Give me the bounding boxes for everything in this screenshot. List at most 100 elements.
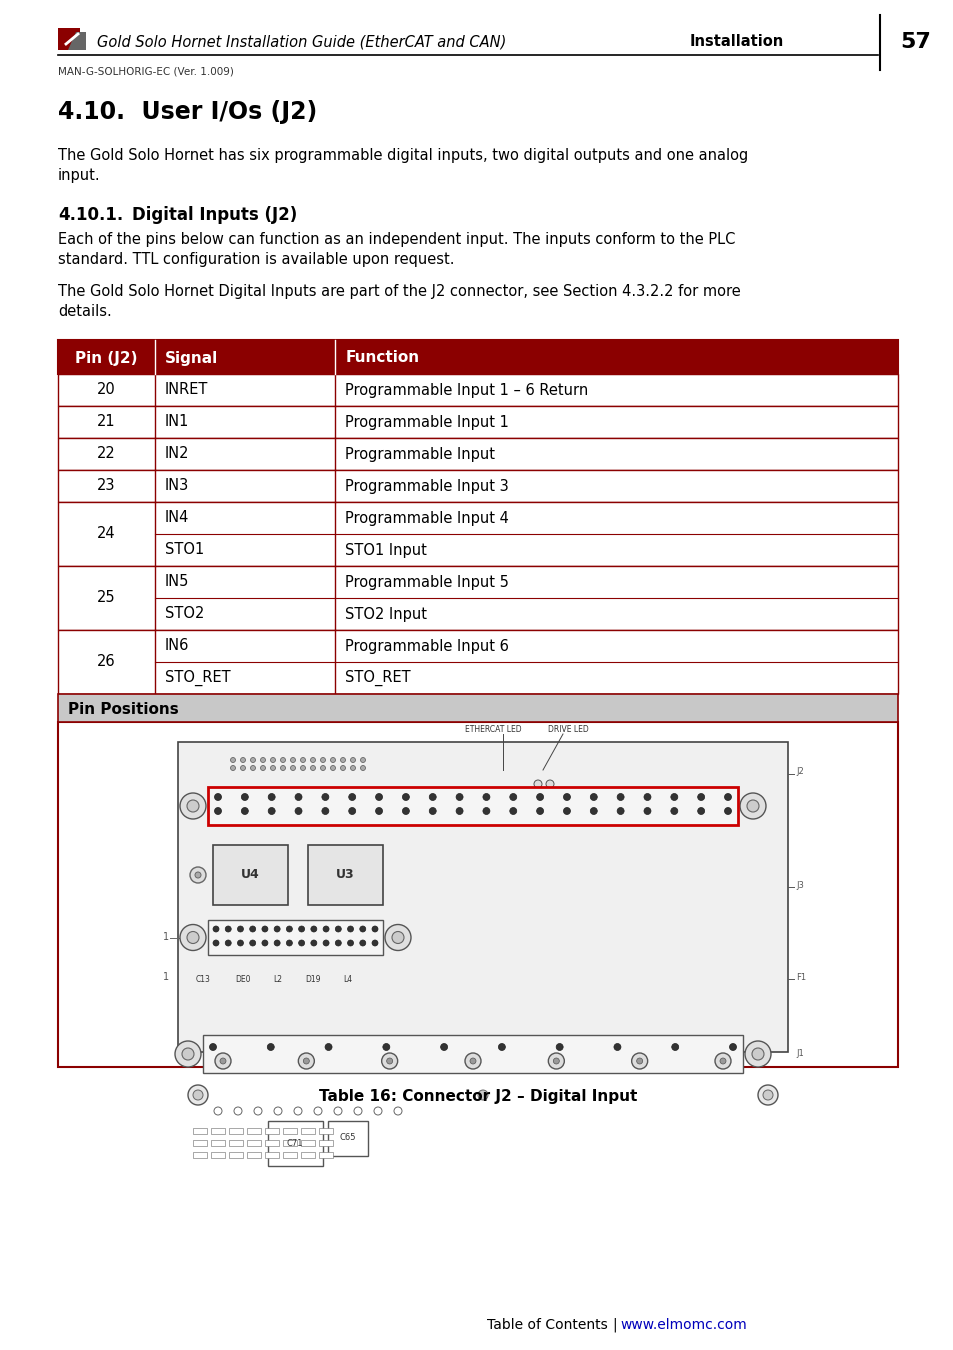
- Circle shape: [402, 794, 409, 801]
- Circle shape: [213, 1107, 222, 1115]
- Circle shape: [381, 1053, 397, 1069]
- Bar: [58, 722, 897, 1066]
- Bar: [297, 1021, 308, 1027]
- Bar: [382, 898, 388, 900]
- Circle shape: [334, 1107, 341, 1115]
- Bar: [283, 1021, 293, 1027]
- Circle shape: [214, 794, 221, 801]
- Circle shape: [697, 794, 704, 801]
- Bar: [253, 1008, 263, 1015]
- Circle shape: [670, 794, 677, 801]
- Bar: [382, 852, 388, 855]
- Text: input.: input.: [58, 167, 100, 184]
- Circle shape: [350, 765, 355, 771]
- Circle shape: [280, 757, 285, 763]
- Text: 23: 23: [97, 478, 115, 494]
- Circle shape: [723, 794, 731, 801]
- Bar: [328, 1008, 337, 1015]
- Circle shape: [545, 780, 554, 788]
- Bar: [211, 1152, 225, 1158]
- Bar: [301, 1129, 314, 1134]
- Circle shape: [590, 794, 597, 801]
- Circle shape: [335, 940, 341, 946]
- Bar: [268, 1120, 323, 1166]
- Circle shape: [746, 801, 759, 811]
- Bar: [247, 1129, 261, 1134]
- Bar: [288, 865, 293, 868]
- Circle shape: [563, 794, 570, 801]
- Bar: [769, 902, 781, 907]
- Circle shape: [372, 926, 377, 931]
- Bar: [769, 934, 781, 940]
- Bar: [769, 863, 781, 867]
- Circle shape: [267, 1044, 274, 1050]
- Circle shape: [670, 807, 677, 814]
- Text: 1: 1: [163, 972, 169, 981]
- Bar: [303, 859, 308, 861]
- Bar: [303, 898, 308, 900]
- Text: Programmable Input 3: Programmable Input 3: [345, 478, 508, 494]
- Bar: [382, 865, 388, 868]
- Circle shape: [372, 940, 377, 946]
- Bar: [769, 910, 781, 915]
- Bar: [303, 878, 308, 882]
- Circle shape: [241, 794, 248, 801]
- Text: Programmable Input: Programmable Input: [345, 447, 495, 462]
- Bar: [208, 891, 213, 894]
- Bar: [769, 886, 781, 891]
- Bar: [58, 406, 897, 437]
- Circle shape: [729, 1044, 736, 1050]
- Circle shape: [310, 765, 315, 771]
- Text: Installation: Installation: [689, 35, 783, 50]
- Bar: [297, 1008, 308, 1015]
- Text: 1: 1: [163, 933, 169, 942]
- Bar: [265, 1152, 278, 1158]
- Bar: [283, 998, 293, 1003]
- Circle shape: [193, 1089, 203, 1100]
- Bar: [208, 1008, 218, 1015]
- Bar: [318, 1129, 333, 1134]
- Bar: [313, 1021, 323, 1027]
- Circle shape: [354, 1107, 361, 1115]
- Text: IN1: IN1: [165, 414, 189, 429]
- Circle shape: [311, 940, 316, 946]
- Bar: [229, 1129, 243, 1134]
- Bar: [268, 998, 277, 1003]
- Circle shape: [321, 794, 329, 801]
- Circle shape: [314, 1107, 322, 1115]
- Bar: [769, 855, 781, 859]
- Text: Programmable Input 6: Programmable Input 6: [345, 639, 509, 653]
- Text: Table of Contents: Table of Contents: [487, 1318, 607, 1332]
- Bar: [58, 630, 897, 694]
- Bar: [58, 437, 897, 470]
- Bar: [283, 1152, 296, 1158]
- Text: STO1 Input: STO1 Input: [345, 543, 427, 558]
- Text: Pin (J2): Pin (J2): [75, 351, 137, 366]
- Circle shape: [262, 926, 268, 931]
- Circle shape: [349, 794, 355, 801]
- Bar: [769, 878, 781, 883]
- Bar: [769, 869, 781, 875]
- Text: Digital Inputs (J2): Digital Inputs (J2): [132, 207, 297, 224]
- Text: 4.10.  User I/Os (J2): 4.10. User I/Os (J2): [58, 100, 317, 124]
- Circle shape: [225, 926, 231, 931]
- Bar: [769, 942, 781, 946]
- Circle shape: [477, 1089, 488, 1100]
- Circle shape: [553, 1058, 558, 1064]
- Text: STO2 Input: STO2 Input: [345, 606, 427, 621]
- Circle shape: [456, 794, 462, 801]
- Bar: [208, 859, 213, 861]
- Circle shape: [482, 794, 490, 801]
- Bar: [769, 958, 781, 963]
- Bar: [288, 859, 293, 861]
- Circle shape: [268, 807, 274, 814]
- Bar: [193, 1152, 207, 1158]
- Circle shape: [320, 765, 325, 771]
- Bar: [328, 1021, 337, 1027]
- Bar: [208, 787, 738, 825]
- Text: 20: 20: [97, 382, 115, 397]
- Text: IN4: IN4: [165, 510, 189, 525]
- Bar: [288, 898, 293, 900]
- Bar: [318, 1152, 333, 1158]
- Bar: [303, 872, 308, 875]
